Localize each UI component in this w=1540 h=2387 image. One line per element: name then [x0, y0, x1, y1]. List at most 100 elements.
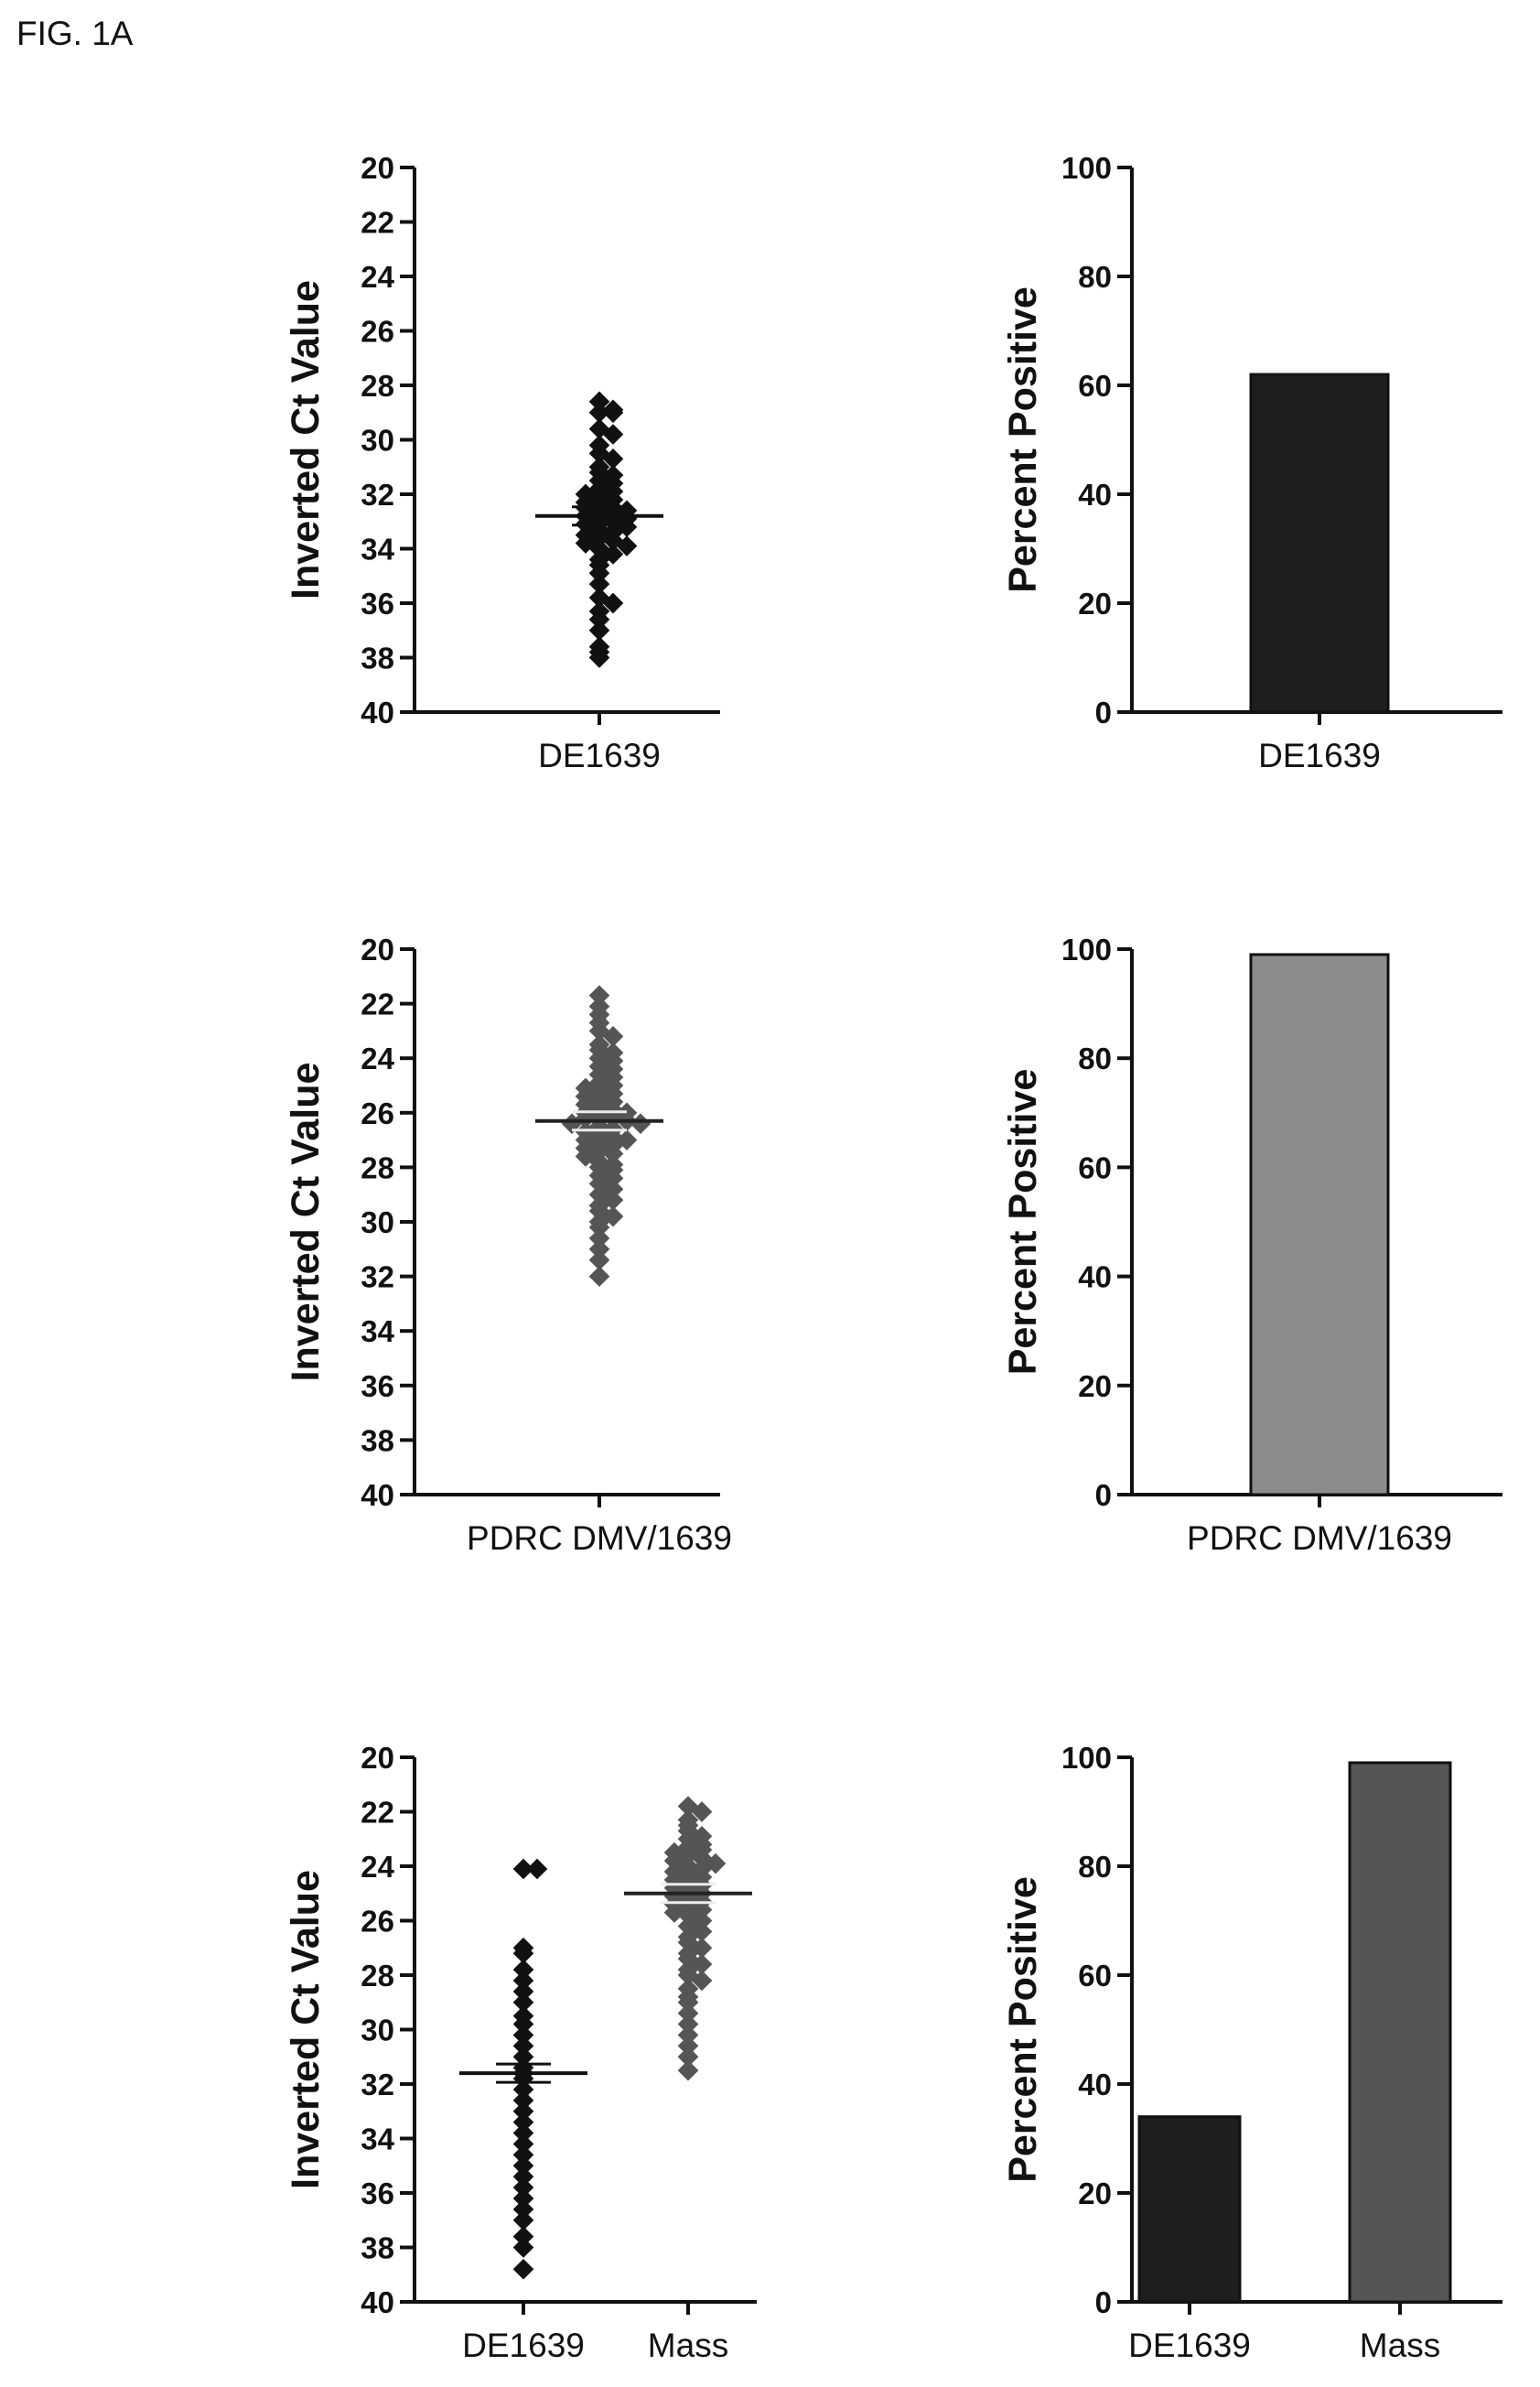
y-tick-label: 30	[361, 2014, 394, 2047]
data-point	[512, 1992, 534, 2014]
y-tick-label: 0	[1095, 2285, 1112, 2319]
y-tick-label: 22	[361, 988, 394, 1021]
y-tick-label: 20	[361, 933, 394, 967]
y-tick-label: 22	[361, 206, 394, 240]
data-point	[512, 2144, 534, 2166]
y-axis-title: Percent Positive	[1001, 1069, 1045, 1376]
x-category-label: PDRC DMV/1639	[1187, 1519, 1452, 1557]
data-point	[677, 2046, 699, 2068]
x-category-label: Mass	[648, 2327, 728, 2364]
data-point	[512, 2036, 534, 2057]
x-category-label: Mass	[1360, 2327, 1440, 2364]
y-tick-label: 20	[361, 151, 394, 185]
data-point	[602, 402, 624, 424]
data-point	[616, 535, 638, 556]
data-point	[588, 985, 610, 1006]
data-point	[588, 402, 610, 424]
data-point	[677, 2036, 699, 2057]
y-tick-label: 60	[1078, 369, 1112, 403]
data-point	[588, 609, 610, 631]
y-tick-label: 40	[361, 696, 394, 729]
data-point	[677, 2003, 699, 2024]
data-point	[512, 2237, 534, 2258]
data-point	[512, 2090, 534, 2112]
y-tick-label: 100	[1061, 1741, 1112, 1775]
data-point	[512, 1959, 534, 1981]
data-point	[691, 1970, 713, 1992]
data-point	[588, 647, 610, 668]
data-point	[588, 1227, 610, 1249]
data-point	[512, 2209, 534, 2231]
y-tick-label: 34	[361, 1314, 394, 1348]
data-point	[588, 1266, 610, 1287]
data-point	[512, 2133, 534, 2155]
y-tick-label: 24	[361, 260, 394, 294]
y-tick-label: 30	[361, 424, 394, 458]
y-tick-label: 26	[361, 315, 394, 349]
y-tick-label: 80	[1078, 1850, 1112, 1884]
data-point	[512, 2025, 534, 2046]
y-tick-label: 20	[1078, 1369, 1112, 1403]
y-tick-label: 60	[1078, 1959, 1112, 1993]
y-tick-label: 20	[1078, 2176, 1112, 2210]
data-point	[512, 1970, 534, 1992]
data-point	[512, 2122, 534, 2144]
y-tick-label: 60	[1078, 1150, 1112, 1184]
y-tick-label: 40	[361, 2285, 394, 2319]
y-tick-label: 38	[361, 1423, 394, 1457]
y-tick-label: 36	[361, 587, 394, 621]
data-point	[630, 1113, 652, 1135]
data-point	[602, 1143, 624, 1164]
data-point	[588, 1238, 610, 1260]
y-axis-title: Inverted Ct Value	[284, 280, 328, 599]
y-tick-label: 80	[1078, 1042, 1112, 1075]
data-point	[526, 1858, 548, 1880]
y-tick-label: 26	[361, 1096, 394, 1130]
panel-bar-de1639: 0 20 40 60 80 100 Percent Positive DE1639	[1001, 151, 1502, 774]
data-point	[602, 448, 624, 470]
y-tick-label: 32	[361, 478, 394, 512]
data-point	[677, 2014, 699, 2035]
x-category-label: DE1639	[1128, 2327, 1251, 2364]
data-point	[512, 2166, 534, 2187]
y-tick-label: 24	[361, 1850, 394, 1884]
data-point	[512, 2079, 534, 2101]
y-tick-label: 24	[361, 1042, 394, 1075]
data-point	[512, 2155, 534, 2176]
y-tick-label: 38	[361, 642, 394, 675]
y-tick-label: 38	[361, 2231, 394, 2265]
data-point	[512, 2046, 534, 2068]
data-point	[512, 1981, 534, 2003]
data-point	[588, 562, 610, 584]
y-tick-label: 32	[361, 2068, 394, 2101]
y-tick-label: 28	[361, 1959, 394, 1993]
data-point	[512, 2176, 534, 2198]
y-axis-title: Percent Positive	[1001, 1876, 1045, 2183]
data-point	[512, 1942, 534, 1964]
y-axis-title: Inverted Ct Value	[284, 1063, 328, 1382]
y-tick-label: 40	[1078, 2068, 1112, 2101]
x-category-label: DE1639	[462, 2327, 585, 2364]
bar	[1249, 373, 1390, 714]
y-tick-label: 40	[361, 1478, 394, 1512]
x-category-label: DE1639	[538, 737, 661, 774]
data-point	[677, 2025, 699, 2046]
y-axis-title: Percent Positive	[1001, 286, 1045, 593]
y-tick-label: 0	[1095, 696, 1112, 729]
data-point	[677, 1992, 699, 2014]
data-point	[677, 2059, 699, 2081]
y-tick-label: 0	[1095, 1478, 1112, 1512]
y-tick-label: 28	[361, 369, 394, 403]
data-point	[588, 620, 610, 642]
y-tick-label: 100	[1061, 933, 1112, 967]
data-point	[602, 592, 624, 614]
data-point	[588, 573, 610, 595]
y-tick-label: 36	[361, 1369, 394, 1403]
y-axis-title: Inverted Ct Value	[284, 1870, 328, 2189]
x-category-label: DE1639	[1258, 737, 1381, 774]
y-tick-label: 26	[361, 1905, 394, 1939]
y-tick-label: 22	[361, 1796, 394, 1830]
data-point	[588, 1216, 610, 1238]
panel-bar-pdrc: 0 20 40 60 80 100 Percent Positive PDRC DMV/163…	[1001, 933, 1502, 1557]
